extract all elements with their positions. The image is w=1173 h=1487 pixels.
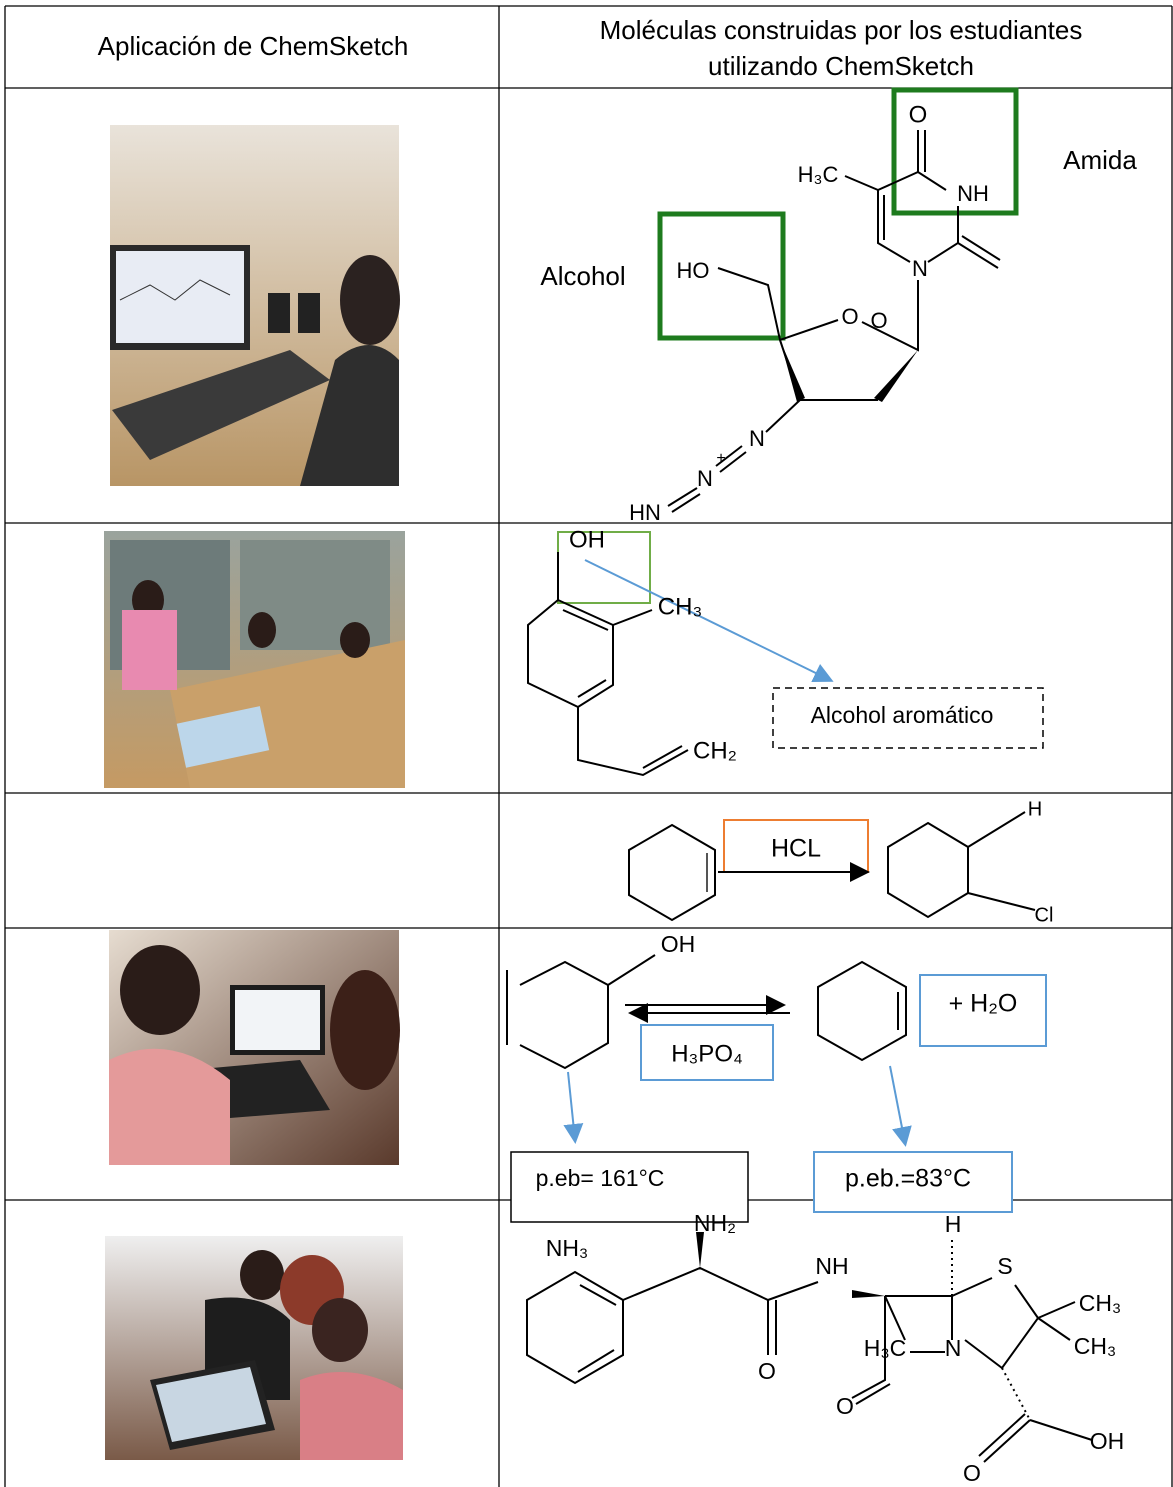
header-cell: Moléculas construidas por los estudiante…: [600, 15, 1083, 45]
molecule-label: N: [749, 426, 765, 451]
molecule-label: OH: [1090, 1428, 1125, 1454]
molecule-label: Alcohol: [540, 261, 625, 291]
molecule-label: OH: [661, 931, 696, 957]
molecule-label: NH: [957, 181, 989, 206]
molecule-label: CH₃: [1074, 1333, 1117, 1359]
photo: [105, 1236, 403, 1460]
molecule-label: CH₃: [1079, 1290, 1122, 1316]
molecule-label: OH: [569, 526, 605, 553]
molecule-label: H: [945, 1211, 962, 1237]
header-cell: Aplicación de ChemSketch: [98, 31, 409, 61]
molecule-label: Cl: [1035, 904, 1054, 926]
molecule-label: H₃C: [798, 162, 839, 187]
molecule-label: CH₃: [658, 593, 702, 620]
molecule-label: N: [697, 466, 713, 491]
molecule-label: +: [716, 450, 725, 467]
molecule-label: HCL: [771, 835, 821, 863]
molecule-label: p.eb.=83°C: [845, 1165, 971, 1193]
molecule-label: N: [912, 256, 928, 281]
reaction: [628, 811, 1036, 922]
reaction: [506, 954, 1047, 1223]
molecule-label: O: [841, 304, 858, 329]
molecule: [527, 531, 1044, 777]
molecule-label: Amida: [1063, 145, 1137, 175]
molecule-label: S: [997, 1253, 1012, 1279]
molecule-label: Alcohol aromático: [811, 702, 994, 728]
molecule-label: HO: [677, 258, 710, 283]
molecule-label: p.eb= 161°C: [536, 1165, 665, 1191]
molecule-label: CH₂: [693, 737, 737, 764]
molecule-label: NH₂: [694, 1210, 736, 1236]
molecule-label: + H₂O: [949, 990, 1018, 1018]
molecule-label: NH: [815, 1253, 848, 1279]
molecule-label: NH₃: [546, 1235, 589, 1261]
molecule-label: O: [870, 308, 887, 333]
photo: [104, 531, 405, 788]
molecule-label: HN: [629, 500, 661, 525]
molecule-label: O: [836, 1393, 854, 1419]
molecule: [526, 1232, 1093, 1463]
molecule-label: O: [758, 1358, 776, 1384]
molecule-label: O: [909, 101, 928, 128]
molecule-label: H₃C: [864, 1335, 907, 1361]
photo: [110, 125, 400, 486]
molecule: [657, 87, 1019, 513]
molecule-label: N: [945, 1335, 962, 1361]
photo: [109, 930, 400, 1165]
header-cell: utilizando ChemSketch: [708, 51, 974, 81]
molecule-label: H₃PO₄: [671, 1040, 743, 1067]
molecule-label: O: [963, 1460, 981, 1486]
molecule-label: H: [1028, 798, 1042, 820]
